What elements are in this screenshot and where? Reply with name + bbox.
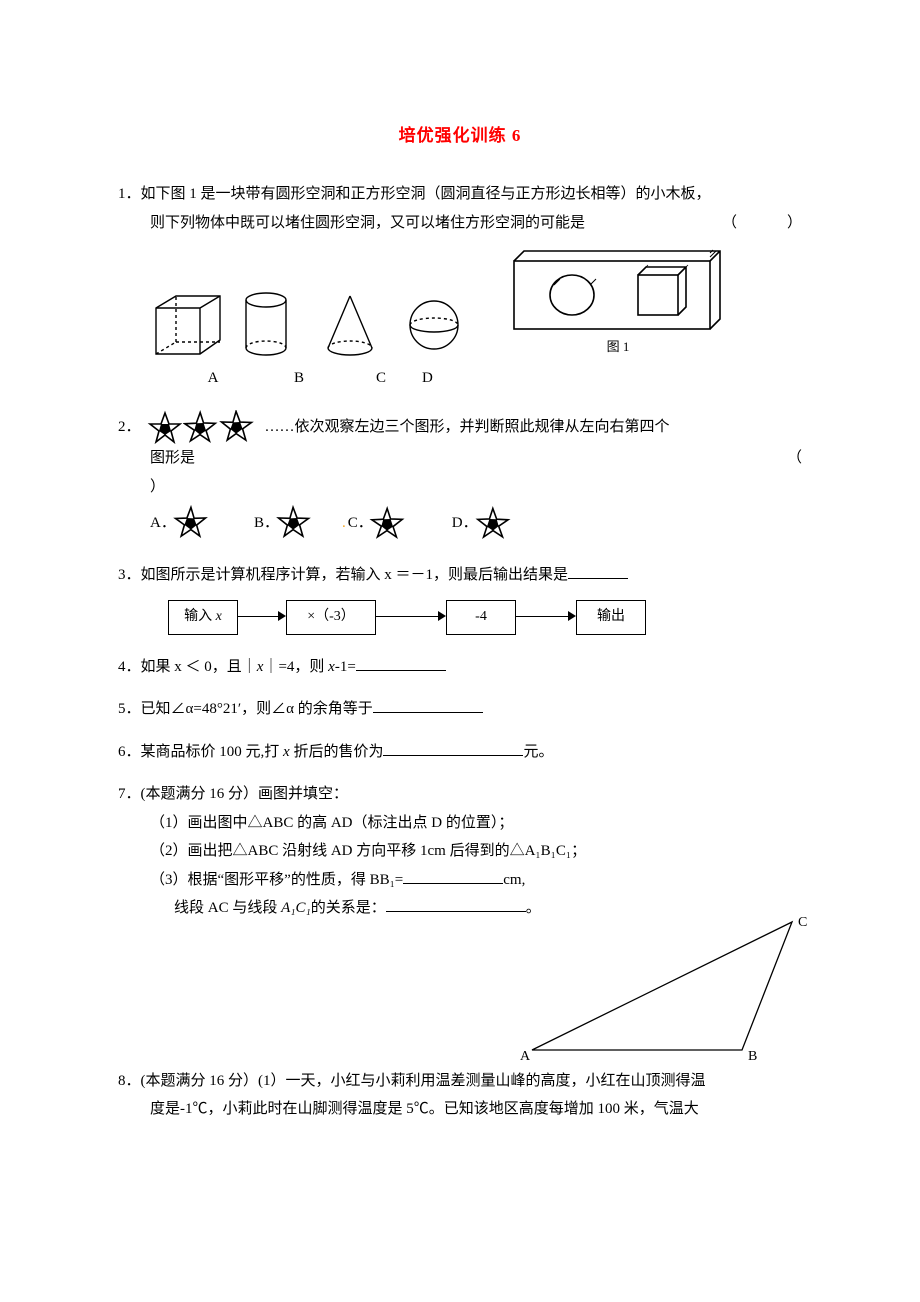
arrow-icon <box>238 607 286 627</box>
q1-line2-row: 则下列物体中既可以堵住圆形空洞，又可以堵住方形空洞的可能是 （ ） <box>118 209 802 238</box>
opt-c-star <box>368 505 408 541</box>
q7-p4b: 的关系是： <box>311 900 386 916</box>
q2-paren-r: ） <box>150 479 165 495</box>
q2-text1: ……依次观察左边三个图形，并判断照此规律从左向右第四个 <box>265 413 670 442</box>
board-figure: 图 1 <box>510 245 726 360</box>
q8-l1: 8．(本题满分 16 分）(1）一天，小红与小莉利用温差测量山峰的高度，小红在山… <box>118 1067 802 1096</box>
shape-cone <box>322 290 404 360</box>
opt-a-star <box>170 505 210 541</box>
opt-d-star <box>472 505 512 541</box>
q2-text2: 图形是 <box>150 444 195 473</box>
flow-output: 输出 <box>576 600 646 635</box>
svg-text:B: B <box>748 1049 757 1064</box>
flowchart: 输入 x ×（-3） -4 输出 <box>118 600 802 635</box>
shape-cylinder <box>240 290 322 360</box>
q6-var: x <box>283 744 290 760</box>
q1-line1: 1．如下图 1 是一块带有圆形空洞和正方形空洞（圆洞直径与正方形边长相等）的小木… <box>118 180 802 209</box>
q1-paren-r: ） <box>787 209 802 238</box>
arrow-icon <box>376 607 446 627</box>
q2-prefix: 2． <box>118 413 141 442</box>
opt-b-star <box>274 505 314 541</box>
q1-paren-l: （ <box>722 209 737 238</box>
q5-text: 5．已知∠α=48°21′，则∠α 的余角等于 <box>118 701 373 717</box>
flow-op1: ×（-3） <box>286 600 376 635</box>
orange-dot-icon: . <box>342 509 346 538</box>
blank-line <box>383 739 523 756</box>
label-a: A <box>168 364 258 393</box>
q1-labels: A B C D <box>118 364 802 393</box>
q1-figures: 图 1 <box>118 245 802 360</box>
question-3: 3．如图所示是计算机程序计算，若输入 x ＝－1，则最后输出结果是 输入 x ×… <box>118 561 802 634</box>
star-seq-1 <box>147 410 183 444</box>
opt-c-label: C． <box>348 509 368 538</box>
q7-head: 7．(本题满分 16 分）画图并填空： <box>118 780 802 809</box>
q6-c: 元。 <box>523 744 553 760</box>
q3-text: 3．如图所示是计算机程序计算，若输入 x ＝－1，则最后输出结果是 <box>118 567 568 583</box>
flow-op2: -4 <box>446 600 516 635</box>
page-title: 培优强化训练 6 <box>118 120 802 152</box>
q7-p3b: cm, <box>503 872 525 888</box>
opt-a-label: A． <box>150 509 170 538</box>
triangle-figure: A B C <box>512 910 822 1070</box>
svg-text:C: C <box>798 915 807 930</box>
blank-line <box>356 654 446 671</box>
q7-p4a: 线段 AC 与线段 <box>174 900 281 916</box>
question-2: 2． ……依次观察左边三个图形，并判断照此规律从左向右第四个 图形是 （ ） A… <box>118 410 802 541</box>
svg-text:A: A <box>520 1049 531 1064</box>
question-5: 5．已知∠α=48°21′，则∠α 的余角等于 <box>118 695 802 724</box>
label-b: B <box>258 364 340 393</box>
q7-p4var: A₁C₁ <box>281 900 311 916</box>
board-caption: 图 1 <box>510 335 726 360</box>
q1-line2: 则下列物体中既可以堵住圆形空洞，又可以堵住方形空洞的可能是 <box>150 209 585 238</box>
opt-d-label: D． <box>452 509 472 538</box>
blank-line <box>373 697 483 714</box>
shape-sphere <box>404 290 486 360</box>
q6-b: 折后的售价为 <box>290 744 384 760</box>
flow-input: 输入 x <box>168 600 238 635</box>
label-d: D <box>422 364 504 393</box>
q7-p2: （2）画出把△ABC 沿射线 AD 方向平移 1cm 后得到的△A₁B₁C₁； <box>118 837 802 866</box>
q7-p3: （3）根据“图形平移”的性质，得 BB₁= cm, <box>118 866 802 895</box>
question-7: 7．(本题满分 16 分）画图并填空： （1）画出图中△ABC 的高 AD（标注… <box>118 780 802 1053</box>
question-8: 8．(本题满分 16 分）(1）一天，小红与小莉利用温差测量山峰的高度，小红在山… <box>118 1067 802 1124</box>
opt-b-label: B． <box>254 509 274 538</box>
q7-p3a: （3）根据“图形平移”的性质，得 BB₁= <box>150 872 403 888</box>
q6-a: 6．某商品标价 100 元,打 <box>118 744 283 760</box>
question-4: 4．如果 x ＜ 0，且｜x｜=4，则 x-1= <box>118 653 802 682</box>
star-seq-3 <box>219 410 255 444</box>
question-6: 6．某商品标价 100 元,打 x 折后的售价为 元。 <box>118 738 802 767</box>
q4-b: ｜=4，则 <box>263 659 328 675</box>
q8-l2: 度是-1℃，小莉此时在山脚测得温度是 5℃。已知该地区高度每增加 100 米，气… <box>118 1095 802 1124</box>
question-1: 1．如下图 1 是一块带有圆形空洞和正方形空洞（圆洞直径与正方形边长相等）的小木… <box>118 180 802 392</box>
blank-line <box>403 867 503 884</box>
q4-var2: x <box>328 659 335 675</box>
q7-p1: （1）画出图中△ABC 的高 AD（标注出点 D 的位置）； <box>118 809 802 838</box>
arrow-icon <box>516 607 576 627</box>
blank-line <box>386 896 526 913</box>
star-seq-2 <box>183 410 219 444</box>
shape-cuboid <box>150 290 240 360</box>
q4-c: -1= <box>335 659 356 675</box>
q4-a: 4．如果 x ＜ 0，且｜ <box>118 659 257 675</box>
label-c: C <box>340 364 422 393</box>
q2-paren-l: （ <box>787 444 802 473</box>
